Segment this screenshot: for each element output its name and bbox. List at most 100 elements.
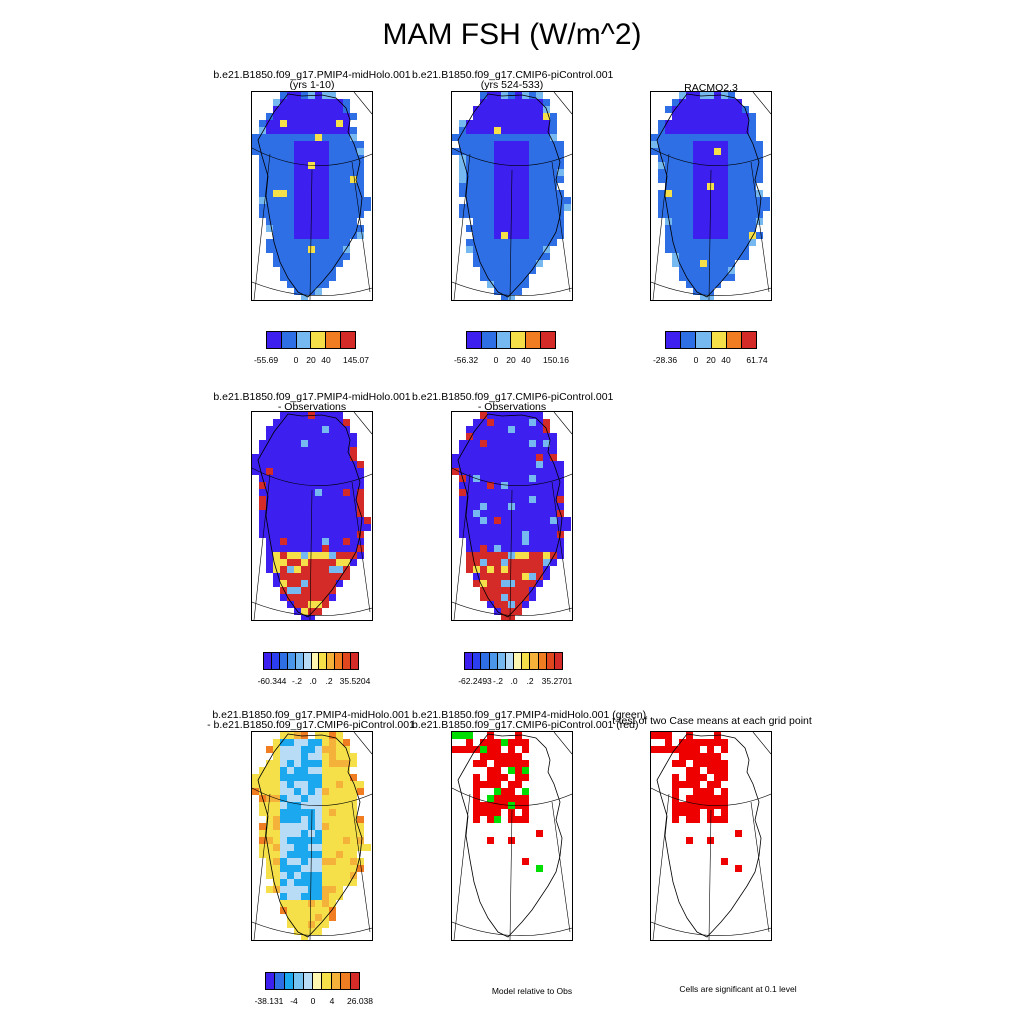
colorbar-5-swatch-8 [530,653,539,669]
panel-4-title: b.e21.B1850.f09_g17.PMIP4-midHolo.001 - … [212,391,412,413]
cb5-label-2: .0 [510,676,518,686]
map-panel-7-svg [252,732,372,940]
panel-1-title-line2: (yrs 1-10) [289,79,335,91]
map-panel-7 [251,731,373,941]
colorbar-3-swatch-3 [711,332,727,348]
map-panel-2-graticule [452,92,572,300]
panel-5-title-line2: - Observations [477,401,547,413]
panel-9-title: t-test of two Case means at each grid po… [612,715,812,727]
cb7-label-2: 0 [310,996,316,1006]
map-panel-7-coastline [257,733,363,938]
colorbar-4-swatch-0 [264,653,272,669]
colorbar-7-swatch-6 [322,973,332,989]
colorbar-5-swatch-9 [538,653,547,669]
colorbar-5-swatch-10 [546,653,555,669]
cb4-label-0: -60.344 [257,676,287,686]
colorbar-1-swatch-3 [311,332,327,348]
cb4-label-1: -.2 [292,676,302,686]
colorbar-2-swatch-0 [467,332,482,348]
colorbar-5-swatch-1 [473,653,482,669]
cb3-label-2: 20 [706,355,716,365]
cb4-label-2: .0 [309,676,317,686]
colorbar-7-swatch-9 [350,973,360,989]
colorbar-2 [466,331,556,349]
map-panel-2-coastline [457,93,563,298]
cb2-label-4: 150.16 [543,355,569,365]
cb2-label-0: -56.32 [453,355,479,365]
cb3-label-0: -28.36 [652,355,678,365]
colorbar-4-swatch-4 [295,653,304,669]
colorbar-4-swatch-2 [279,653,288,669]
cb5-label-1: -.2 [493,676,503,686]
colorbar-3-swatch-2 [696,332,712,348]
colorbar-7-swatch-7 [331,973,342,989]
map-panel-9-graticule [651,732,771,940]
colorbar-3-swatch-1 [681,332,697,348]
colorbar-7-swatch-0 [266,973,276,989]
colorbar-5-swatch-5 [505,653,515,669]
colorbar-7 [265,972,360,990]
panel-9-title-line1: t-test of two Case means at each grid po… [612,715,812,727]
colorbar-5-swatch-2 [481,653,490,669]
colorbar-5-swatch-6 [514,653,523,669]
map-panel-7-cells [252,732,371,940]
map-panel-5-svg [452,412,572,620]
panel-5-title: b.e21.B1850.f09_g17.CMIP6-piControl.001 … [412,392,613,413]
map-panel-8-graticule [452,732,572,940]
map-panel-1-graticule [252,92,372,300]
map-panel-3-coastline [656,93,762,298]
panel-4-title-line1: b.e21.B1850.f09_g17.PMIP4-midHolo.001 [213,391,411,403]
map-panel-9-svg [651,732,771,940]
cb4-label-3: .2 [325,676,333,686]
colorbar-2-swatch-5 [541,332,555,348]
panel-2-title-line1: b.e21.B1850.f09_g17.CMIP6-piControl.001 [412,69,614,81]
colorbar-2-swatch-3 [511,332,527,348]
colorbar-5-swatch-3 [489,653,498,669]
colorbar-7-swatch-4 [303,973,314,989]
cb3-label-3: 40 [721,355,731,365]
panel-2-title: b.e21.B1850.f09_g17.CMIP6-piControl.001 … [412,69,614,91]
map-panel-5-coastline [457,413,563,618]
colorbar-5-swatch-0 [465,653,474,669]
colorbar-2-swatch-2 [496,332,512,348]
panel-7-title-line2: - b.e21.B1850.f09_g17.CMIP6-piControl.00… [207,719,415,731]
colorbar-4-swatch-11 [351,653,359,669]
map-panel-9 [650,731,772,941]
colorbar-5-swatch-4 [497,653,506,669]
panel-7-title-line1: b.e21.B1850.f09_g17.PMIP4-midHolo.001 [212,709,410,721]
cb2-label-1: 0 [493,355,499,365]
map-panel-4-coastline [257,413,363,618]
map-panel-3-graticule [651,92,771,300]
colorbar-2-swatch-4 [526,332,542,348]
cb3-label-1: 0 [693,355,699,365]
colorbar-3-swatch-4 [726,332,742,348]
panel-8-title-line2: b.e21.B1850.f09_g17.CMIP6-piControl.001 … [412,719,639,731]
map-panel-8 [451,731,573,941]
note-model-relative: Model relative to Obs [491,986,573,996]
cb7-label-1: -4 [290,996,298,1006]
colorbar-7-swatch-2 [284,973,295,989]
map-panel-7-graticule [252,732,372,940]
map-panel-2 [451,91,573,301]
map-panel-8-coastline [457,733,563,938]
panel-3-title-line1: RACMO2.3 [684,82,738,94]
colorbar-5 [464,652,563,670]
colorbar-4-swatch-6 [311,653,320,669]
panel-2-title-line2: (yrs 524-533) [480,79,544,91]
colorbar-4-swatch-9 [335,653,344,669]
colorbar-4-swatch-10 [343,653,352,669]
colorbar-4 [263,652,359,670]
map-panel-4-cells [252,412,371,620]
map-panel-4-svg [252,412,372,620]
colorbar-7-swatch-5 [313,973,323,989]
map-panel-9-cells [651,732,742,872]
colorbar-1-swatch-0 [267,332,282,348]
colorbar-4-swatch-8 [327,653,336,669]
map-panel-1 [251,91,373,301]
cb5-label-3: .2 [526,676,534,686]
map-panel-3-svg [651,92,771,300]
cb4-label-4: 35.5204 [339,676,371,686]
map-panel-1-coastline [257,93,363,298]
map-panel-4-graticule [252,412,372,620]
cb1-label-0: -55.69 [253,355,279,365]
